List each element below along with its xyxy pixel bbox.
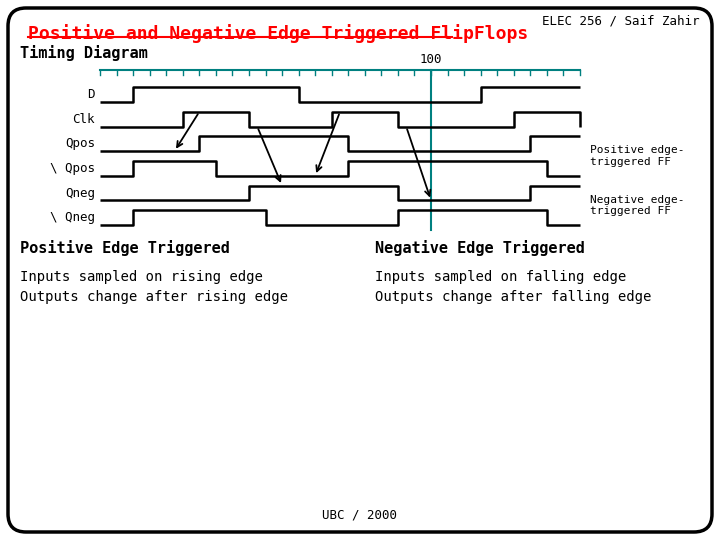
FancyBboxPatch shape bbox=[8, 8, 712, 532]
Text: D: D bbox=[88, 88, 95, 101]
Text: Timing Diagram: Timing Diagram bbox=[20, 45, 148, 61]
Text: 100: 100 bbox=[420, 53, 442, 66]
Text: Clk: Clk bbox=[73, 113, 95, 126]
Text: \ Qpos: \ Qpos bbox=[50, 162, 95, 175]
Text: ELEC 256 / Saif Zahir: ELEC 256 / Saif Zahir bbox=[542, 14, 700, 27]
Text: Inputs sampled on falling edge: Inputs sampled on falling edge bbox=[375, 270, 626, 284]
Text: \ Qneg: \ Qneg bbox=[50, 211, 95, 224]
Text: Qneg: Qneg bbox=[65, 186, 95, 199]
Text: Positive Edge Triggered: Positive Edge Triggered bbox=[20, 240, 230, 256]
Text: Negative edge-
triggered FF: Negative edge- triggered FF bbox=[590, 194, 685, 216]
Text: Positive and Negative Edge Triggered FlipFlops: Positive and Negative Edge Triggered Fli… bbox=[28, 24, 528, 43]
Text: Outputs change after rising edge: Outputs change after rising edge bbox=[20, 290, 288, 304]
Text: Inputs sampled on rising edge: Inputs sampled on rising edge bbox=[20, 270, 263, 284]
Text: UBC / 2000: UBC / 2000 bbox=[323, 509, 397, 522]
Text: Qpos: Qpos bbox=[65, 137, 95, 150]
Text: Outputs change after falling edge: Outputs change after falling edge bbox=[375, 290, 652, 304]
Text: Positive edge-
triggered FF: Positive edge- triggered FF bbox=[590, 145, 685, 167]
Text: Negative Edge Triggered: Negative Edge Triggered bbox=[375, 240, 585, 256]
